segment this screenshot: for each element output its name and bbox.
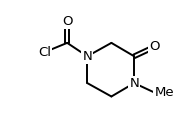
Text: O: O xyxy=(149,40,160,53)
Text: N: N xyxy=(82,50,92,63)
Text: Me: Me xyxy=(154,86,174,99)
Text: Cl: Cl xyxy=(38,46,51,59)
Text: O: O xyxy=(62,15,73,28)
Text: N: N xyxy=(129,77,139,90)
